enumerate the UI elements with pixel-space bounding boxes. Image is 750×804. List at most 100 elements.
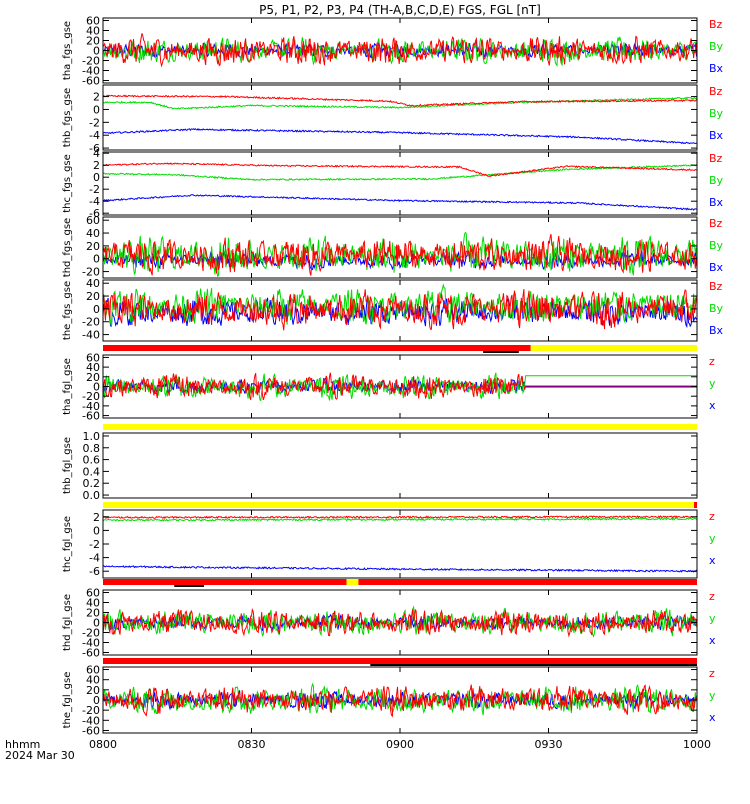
xtick-label-0930: 0930 [535, 738, 563, 751]
panel-frame-thd_fgs [102, 216, 698, 279]
mode-bar-the_fgl-seg-0 [103, 658, 697, 664]
ytick-label-tha_fgl-5: -40 [82, 400, 100, 413]
legend-thd_fgs-Bz: Bz [709, 217, 723, 230]
trace-thc_fgs-y [103, 164, 697, 181]
legend-tha_fgl-y: y [709, 377, 716, 390]
ytick-label-tha_fgs-4: -20 [82, 55, 100, 68]
trace-thb_fgs-z [103, 94, 697, 107]
legend-thc_fgl-z: z [709, 510, 715, 523]
traces-the_fgl [103, 682, 697, 718]
legend-thd_fgl-z: z [709, 590, 715, 603]
ytick-label-thc_fgs-4: -4 [89, 195, 100, 208]
mode-bar-the_fgl-flag-0 [370, 664, 697, 666]
ytick-label-tha_fgs-5: -40 [82, 65, 100, 78]
ytick-label-thd_fgs-0: 60 [86, 214, 100, 227]
traces-thc_fgl [103, 515, 697, 573]
ylabel-thc_fgl: thc_fgl_gse [62, 516, 73, 572]
ytick-label-the_fgl-2: 20 [86, 684, 100, 697]
mode-bar-tha_fgl-flag-0 [483, 351, 519, 353]
ytick-label-thb_fgl-5: 0.0 [83, 489, 101, 502]
ytick-label-the_fgl-1: 40 [86, 674, 100, 687]
ytick-label-tha_fgs-1: 40 [86, 25, 100, 38]
ytick-label-the_fgs-0: 40 [86, 277, 100, 290]
legend-thd_fgl-y: y [709, 612, 716, 625]
legend-the_fgs-By: By [709, 302, 724, 315]
ytick-label-thb_fgs-3: -4 [89, 129, 100, 142]
ylabel-tha_fgs: tha_fgs_gse [62, 21, 73, 80]
trace-thc_fgl-z [103, 515, 697, 520]
ytick-label-thb_fgs-0: 2 [93, 91, 100, 104]
ytick-label-tha_fgs-6: -60 [82, 75, 100, 88]
trace-thc_fgs-z [103, 162, 697, 178]
ytick-label-thc_fgs-0: 4 [93, 147, 100, 160]
ytick-label-thc_fgl-0: 2 [93, 511, 100, 524]
trace-tha_fgs-z [103, 33, 697, 68]
trace-thd_fgl-z [103, 607, 697, 638]
legend-the_fgs-Bx: Bx [709, 324, 724, 337]
legend-tha_fgs-Bx: Bx [709, 62, 724, 75]
ytick-label-the_fgl-4: -20 [82, 704, 100, 717]
legend-thd_fgs-Bx: Bx [709, 261, 724, 274]
legend-thd_fgl-x: x [709, 634, 716, 647]
trace-the_fgl-y [103, 682, 697, 716]
ytick-label-thb_fgl-1: 0.8 [83, 442, 101, 455]
xtick-label-0900: 0900 [386, 738, 414, 751]
legend-the_fgs-Bz: Bz [709, 280, 723, 293]
trace-thc_fgs-x [103, 194, 697, 211]
panel-thc_fgl: 20-2-4-6 thc_fgl_gse zyx [62, 502, 716, 579]
traces-tha_fgs [103, 33, 697, 68]
xtick-label-0830: 0830 [238, 738, 266, 751]
ytick-label-thc_fgs-3: -2 [89, 183, 100, 196]
ytick-label-thd_fgs-3: 0 [93, 253, 100, 266]
trace-the_fgs-z [103, 289, 697, 331]
ytick-label-tha_fgl-4: -20 [82, 390, 100, 403]
ytick-label-tha_fgl-2: 20 [86, 371, 100, 384]
mode-bar-thc_fgl-seg-1 [694, 502, 697, 508]
legend-tha_fgl-x: x [709, 399, 716, 412]
ylabel-the_fgl: the_fgl_gse [62, 672, 73, 729]
ytick-label-tha_fgl-3: 0 [93, 381, 100, 394]
ytick-label-tha_fgl-0: 60 [86, 351, 100, 364]
ytick-label-thc_fgs-5: -6 [89, 207, 100, 220]
mode-bar-tha_fgl-seg-1 [530, 345, 697, 351]
ytick-label-thb_fgl-0: 1.0 [83, 430, 101, 443]
legend-thb_fgs-By: By [709, 107, 724, 120]
panel-frame-thc_fgs [102, 151, 698, 216]
ytick-label-the_fgs-2: 0 [93, 303, 100, 316]
panel-frame-thb_fgl [102, 432, 698, 499]
ytick-label-thd_fgl-1: 40 [86, 597, 100, 610]
ytick-label-the_fgs-4: -40 [82, 329, 100, 342]
ytick-label-the_fgl-0: 60 [86, 664, 100, 677]
mode-bar-thd_fgl-seg-0 [103, 579, 347, 585]
mode-bar-thb_fgl-seg-0 [103, 424, 697, 430]
ytick-label-thb_fgs-2: -2 [89, 116, 100, 129]
trace-thb_fgs-x [103, 127, 697, 145]
trace-thd_fgs-z [103, 234, 697, 276]
time-axis-label: hhmm [5, 738, 40, 751]
ylabel-thd_fgl: thd_fgl_gse [62, 594, 73, 651]
panel-frame-thb_fgs [102, 84, 698, 151]
legend-thd_fgs-By: By [709, 239, 724, 252]
traces-thc_fgs [103, 162, 697, 211]
traces-thd_fgl [103, 605, 697, 638]
ylabel-thc_fgs: thc_fgs_gse [62, 154, 73, 213]
ytick-label-the_fgs-3: -20 [82, 316, 100, 329]
trace-tha_fgl-z [103, 372, 697, 401]
trace-the_fgl-z [103, 684, 697, 718]
trace-thc_fgl-y [103, 517, 697, 522]
trace-tha_fgs-x [103, 40, 697, 59]
panel-thb_fgs: 20-2-4-6 thb_fgs_gse Bz By Bx [62, 84, 724, 155]
legend-thb_fgs-Bz: Bz [709, 85, 723, 98]
mode-bar-thd_fgl-seg-2 [358, 579, 697, 585]
legend-tha_fgs-Bz: Bz [709, 18, 723, 31]
ylabel-thb_fgl: thb_fgl_gse [62, 437, 73, 494]
xtick-label-1000: 1000 [683, 738, 711, 751]
ytick-label-thb_fgs-1: 0 [93, 103, 100, 116]
legend-thc_fgs-By: By [709, 174, 724, 187]
